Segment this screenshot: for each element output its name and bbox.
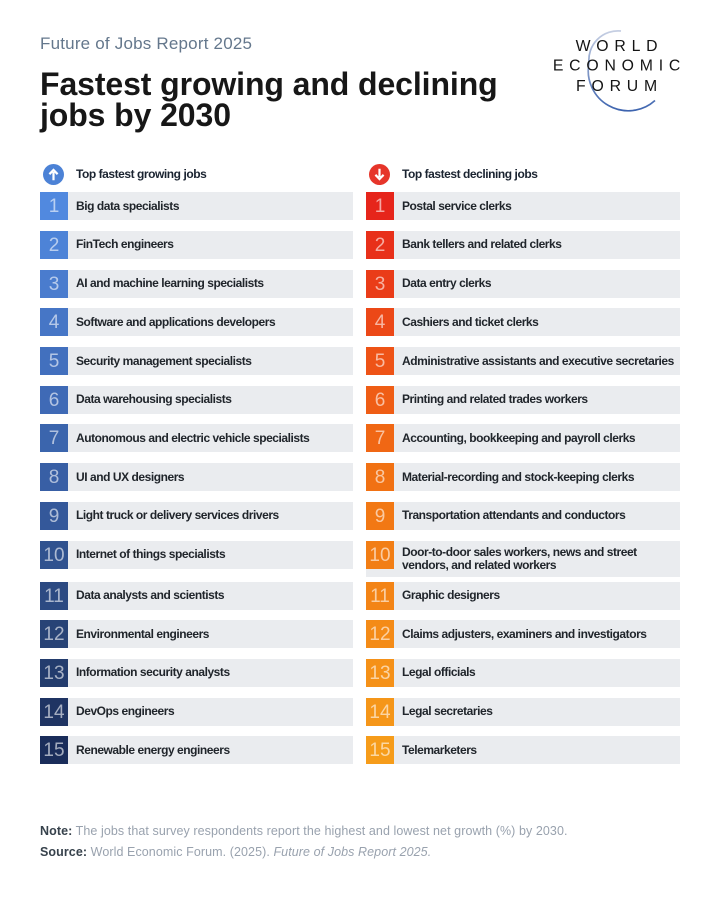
svg-text:WORLD: WORLD xyxy=(576,38,664,55)
svg-text:FORUM: FORUM xyxy=(576,78,663,95)
svg-text:ECONOMIC: ECONOMIC xyxy=(553,58,686,75)
